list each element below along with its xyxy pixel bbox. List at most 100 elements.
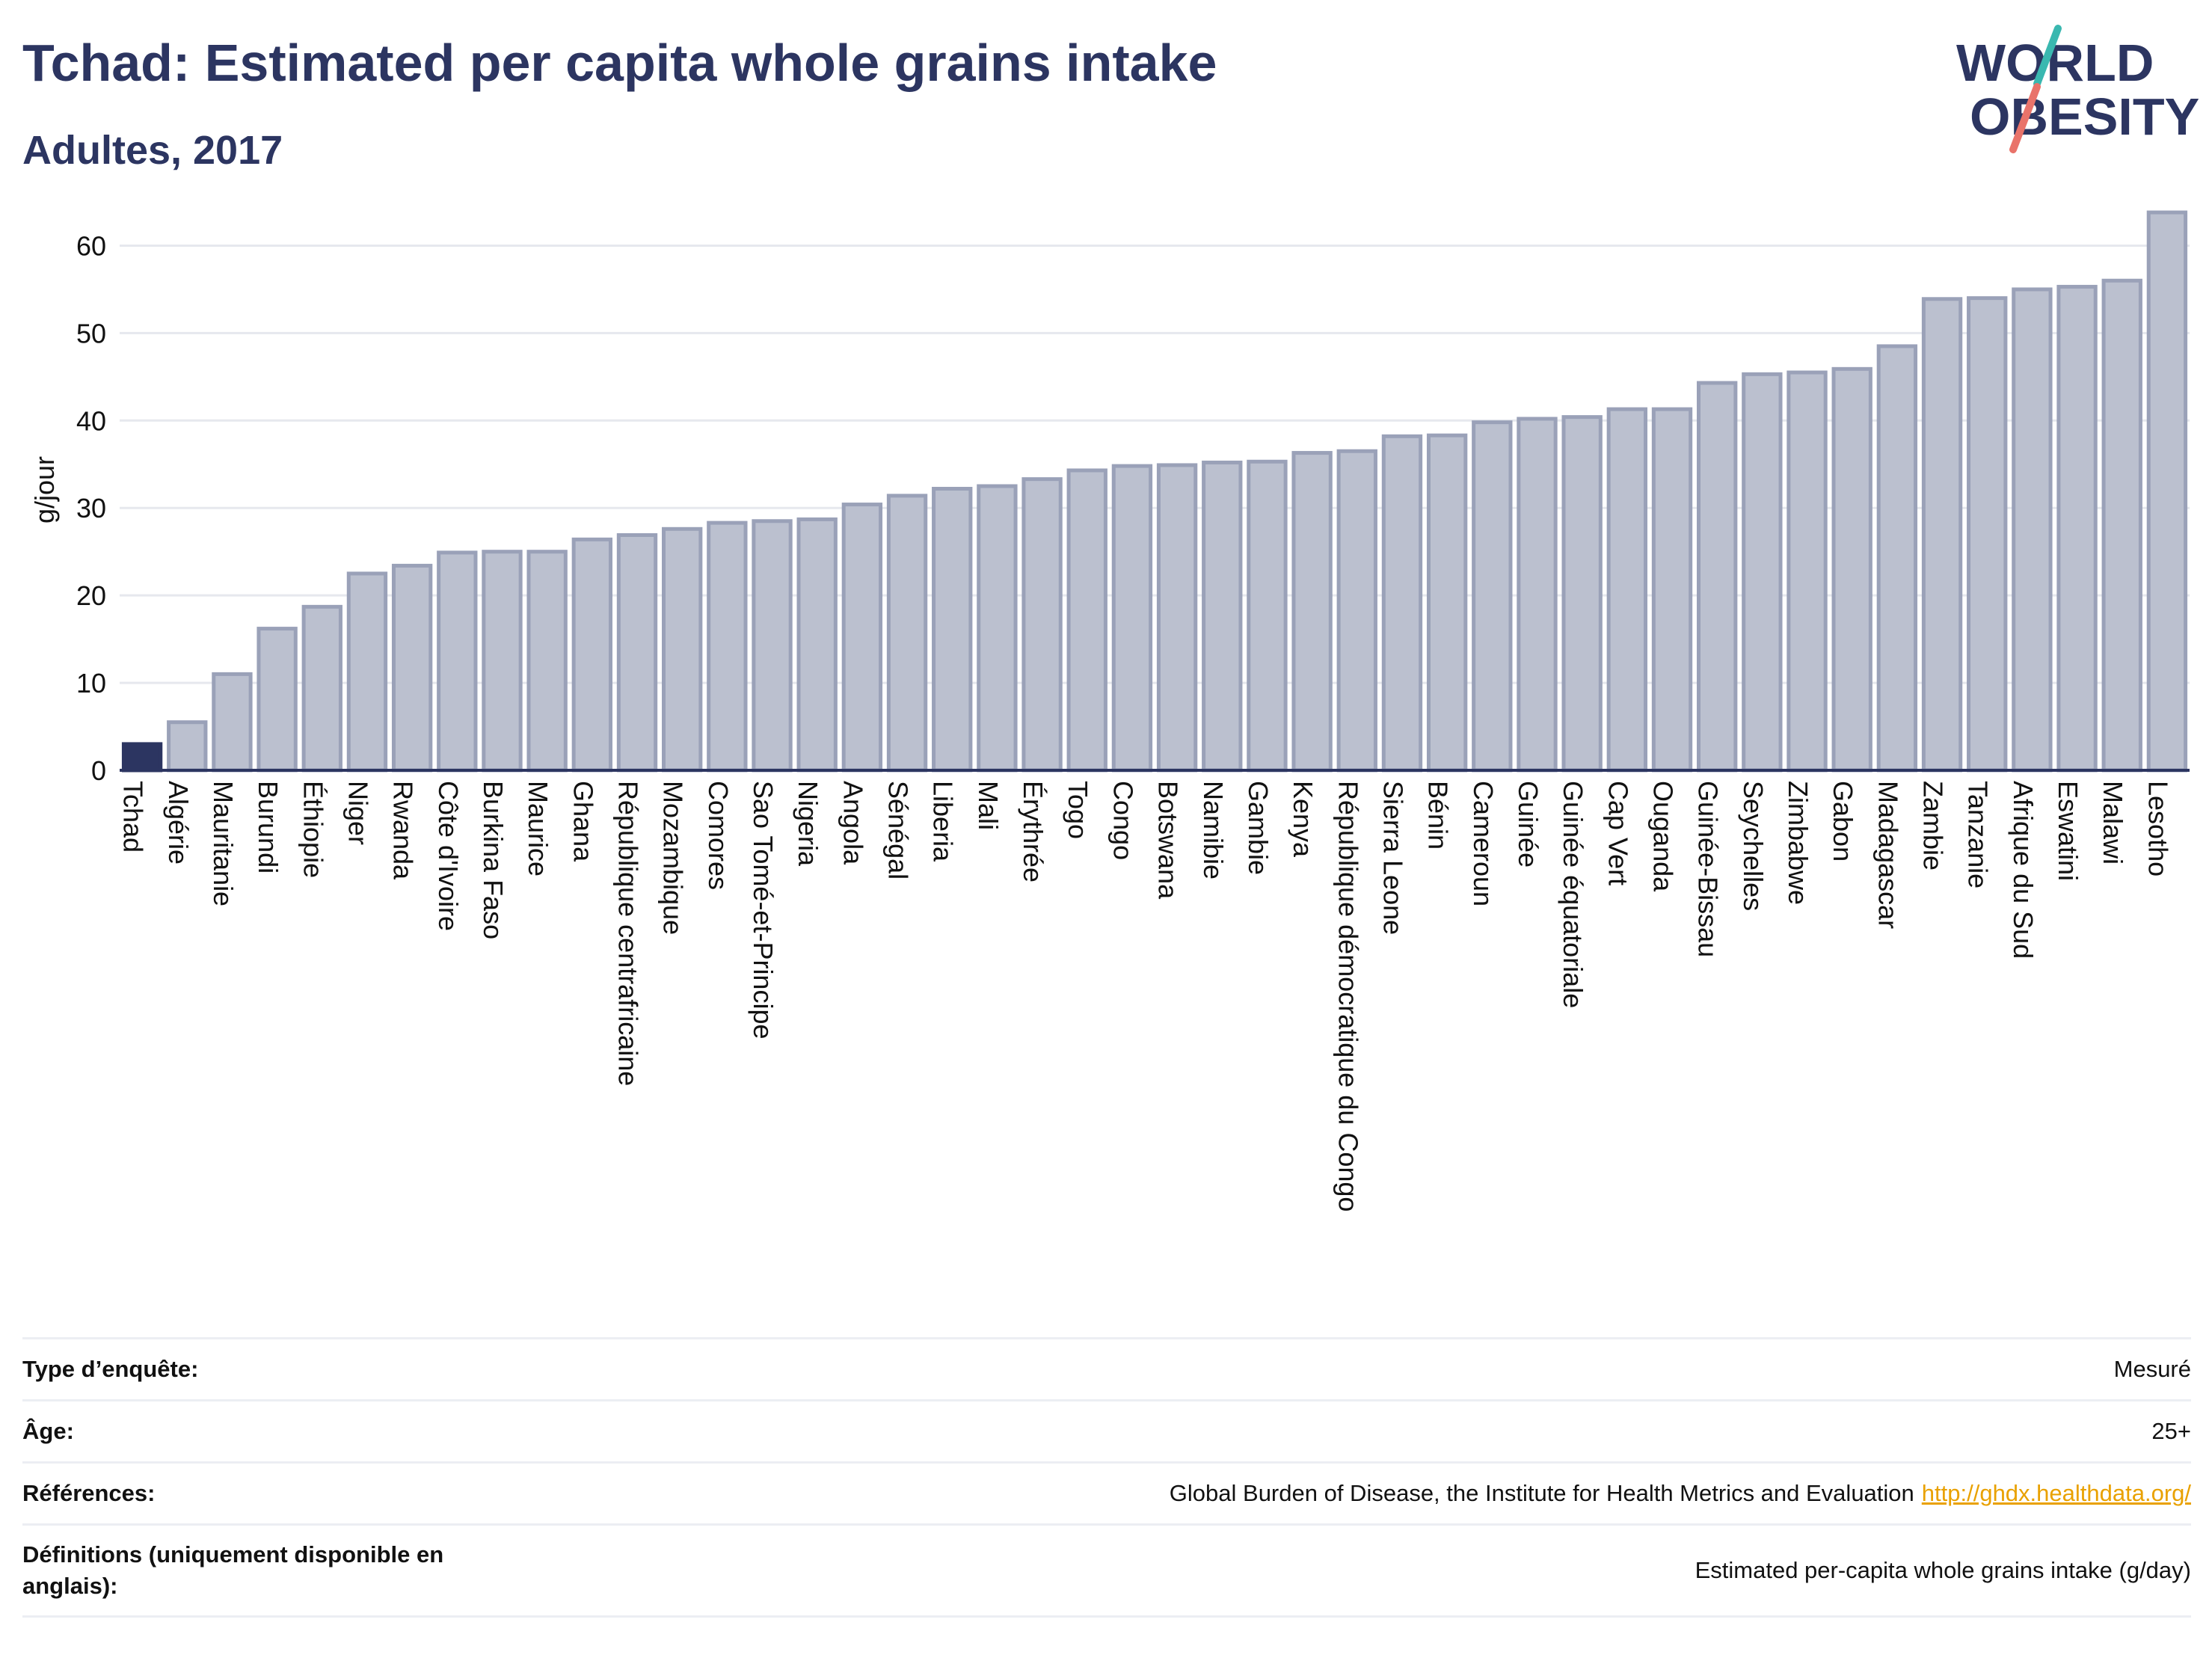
- bar-angola[interactable]: [841, 503, 883, 773]
- x-tick-label: Madagascar: [1872, 781, 1903, 929]
- bar-cameroun[interactable]: [1472, 420, 1513, 773]
- bar-r-publique-centrafricaine[interactable]: [616, 532, 658, 773]
- logo-slash-coral: [2009, 83, 2041, 153]
- x-tick-label: Nigeria: [793, 781, 823, 867]
- bar-maurice[interactable]: [526, 550, 568, 773]
- x-tick-label: Burkina Faso: [478, 781, 509, 939]
- bar-chart: 0 10 20 30 40 50 60 Tchad Algérie Mauritanie Burun…: [29, 210, 2190, 1212]
- bar-botswana[interactable]: [1156, 463, 1198, 773]
- info-label: Âge:: [22, 1418, 74, 1444]
- x-tick-label: Burundi: [253, 781, 283, 873]
- x-tick-label: Kenya: [1288, 781, 1318, 858]
- bar-ouganda[interactable]: [1651, 407, 1693, 773]
- bar-comores[interactable]: [707, 521, 748, 773]
- bar-liberia[interactable]: [932, 487, 973, 773]
- bar-mauritanie[interactable]: [212, 672, 253, 773]
- info-row-age: Âge: 25+: [22, 1401, 2191, 1464]
- info-value-references: Global Burden of Disease, the Institute …: [1170, 1478, 2191, 1509]
- bar-tanzanie[interactable]: [1967, 296, 2008, 773]
- x-tick-label: Namibie: [1198, 781, 1229, 879]
- bar--thiopie[interactable]: [301, 604, 342, 773]
- y-axis-title: g/jour: [29, 456, 60, 523]
- x-tick-label: Eswatini: [2053, 781, 2083, 881]
- bar-cap-vert[interactable]: [1606, 407, 1647, 773]
- bar-malawi[interactable]: [2101, 278, 2142, 773]
- y-tick-label: 10: [76, 668, 106, 698]
- bar-gambie[interactable]: [1247, 459, 1288, 773]
- info-value: Mesuré: [2113, 1356, 2191, 1382]
- x-tick-label: Liberia: [928, 781, 959, 862]
- bar-nigeria[interactable]: [796, 517, 838, 773]
- logo-line-2: OBESITY: [1970, 87, 2199, 146]
- bar-seychelles[interactable]: [1742, 372, 1783, 773]
- x-tick-label: Angola: [838, 781, 868, 865]
- bar-sierra-leone[interactable]: [1381, 434, 1423, 773]
- x-tick-label: Côte d'Ivoire: [433, 781, 464, 931]
- x-tick-label: Sierra Leone: [1377, 781, 1408, 935]
- page-title: Tchad: Estimated per capita whole grains…: [22, 34, 1217, 92]
- y-tick-label: 30: [76, 493, 106, 523]
- x-tick-label: République centrafricaine: [613, 781, 644, 1086]
- world-obesity-logo: WORLD OBESITY: [1956, 25, 2199, 153]
- bar-afrique-du-sud[interactable]: [2012, 287, 2053, 773]
- bar-sao-tom-et-principe[interactable]: [752, 519, 793, 773]
- bar-ghana[interactable]: [571, 537, 612, 773]
- bar-mozambique[interactable]: [662, 526, 703, 773]
- bar-guin-e[interactable]: [1517, 417, 1558, 773]
- bar-guin-e-quatoriale[interactable]: [1561, 415, 1603, 773]
- bar-b-nin[interactable]: [1426, 433, 1468, 773]
- references-link[interactable]: http://ghdx.healthdata.org/: [1921, 1480, 2191, 1506]
- bar-mali[interactable]: [977, 484, 1018, 773]
- x-tick-label: Guinée-Bissau: [1693, 781, 1724, 957]
- bar-guin-e-bissau[interactable]: [1697, 381, 1738, 773]
- x-tick-label: Maurice: [523, 781, 553, 876]
- x-tick-label: Ouganda: [1648, 781, 1679, 892]
- x-tick-label: République démocratique du Congo: [1333, 781, 1363, 1212]
- bar-burundi[interactable]: [256, 627, 298, 773]
- x-tick-label: Malawi: [2098, 781, 2128, 865]
- bar-alg-rie[interactable]: [167, 720, 208, 773]
- x-tick-label: Tanzanie: [1963, 781, 1994, 888]
- bar-s-n-gal[interactable]: [886, 494, 928, 773]
- bar-togo[interactable]: [1066, 468, 1107, 773]
- bar-congo[interactable]: [1111, 464, 1153, 773]
- x-tick-label: Érythrée: [1018, 781, 1048, 882]
- x-tick-label: Niger: [342, 781, 373, 845]
- x-tick-label: Cameroun: [1468, 781, 1499, 906]
- bar-r-publique-d-mocratique-du-congo[interactable]: [1336, 449, 1377, 773]
- x-tick-label: Mali: [973, 781, 1004, 830]
- x-tick-label: Lesotho: [2142, 781, 2173, 876]
- bar--rythr-e[interactable]: [1021, 477, 1063, 773]
- bar-namibie[interactable]: [1202, 460, 1243, 773]
- info-table: Type d’enquête: Mesuré Âge: 25+ Référenc…: [22, 1337, 2191, 1618]
- x-tick-label: Botswana: [1153, 781, 1184, 900]
- bar-rwanda[interactable]: [391, 563, 433, 773]
- bars: [121, 210, 2188, 773]
- bar-gabon[interactable]: [1831, 366, 1872, 773]
- bar-burkina-faso[interactable]: [482, 550, 523, 773]
- y-tick-label: 50: [76, 318, 106, 348]
- x-tick-label: Zambie: [1918, 781, 1949, 871]
- x-tick-label: Rwanda: [388, 781, 419, 880]
- x-tick-label: Ghana: [568, 781, 598, 862]
- bar-lesotho[interactable]: [2146, 210, 2188, 773]
- x-tick-label: Guinée équatoriale: [1558, 781, 1588, 1008]
- info-row-survey-type: Type d’enquête: Mesuré: [22, 1339, 2191, 1401]
- bar-zambie[interactable]: [1921, 297, 1963, 773]
- info-label: Références:: [22, 1480, 156, 1506]
- bar-niger[interactable]: [346, 571, 388, 773]
- info-row-references: Références: Global Burden of Disease, th…: [22, 1464, 2191, 1526]
- bar-kenya[interactable]: [1291, 451, 1333, 773]
- x-tick-label: Bénin: [1423, 781, 1454, 850]
- info-label: Type d’enquête:: [22, 1356, 199, 1382]
- bar-eswatini[interactable]: [2056, 284, 2098, 773]
- bar-zimbabwe[interactable]: [1787, 370, 1828, 773]
- x-tick-label: Guinée: [1513, 781, 1543, 868]
- bar-tchad[interactable]: [121, 742, 163, 773]
- x-tick-label: Sénégal: [883, 781, 914, 879]
- x-tick-label: Afrique du Sud: [2008, 781, 2039, 959]
- axes: 0 10 20 30 40 50 60 Tchad Algérie Mauritanie Burun…: [76, 230, 2190, 1212]
- bar-c-te-d-ivoire[interactable]: [437, 550, 478, 773]
- x-tick-label: Togo: [1063, 781, 1093, 839]
- bar-madagascar[interactable]: [1876, 344, 1918, 773]
